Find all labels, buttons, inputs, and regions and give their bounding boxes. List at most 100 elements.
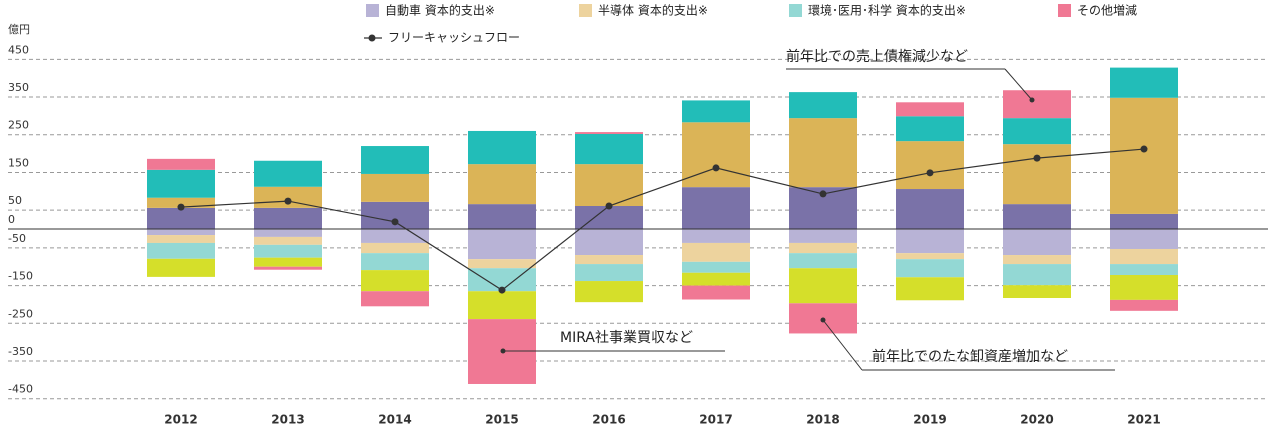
annotation-dot — [820, 317, 826, 323]
legend-swatch — [579, 4, 592, 17]
annotation-leader — [1004, 68, 1033, 101]
bar-segment — [1003, 255, 1071, 265]
bar-segment — [254, 229, 322, 237]
x-tick-label: 2020 — [1020, 413, 1053, 427]
bar-segment — [789, 229, 857, 243]
bar-segment — [575, 133, 643, 165]
bar-segment — [896, 102, 964, 117]
bar-segment — [1003, 118, 1071, 145]
bar-segment — [361, 173, 429, 202]
bar-segment — [147, 229, 215, 236]
bar-segment — [1110, 229, 1178, 249]
legend-label: フリーキャッシュフロー — [388, 31, 520, 45]
bar-segment — [682, 272, 750, 286]
annotation-leader — [822, 319, 863, 371]
bar-segment — [361, 229, 429, 243]
bar-segment — [682, 229, 750, 243]
unit-label: 億円 — [8, 23, 30, 36]
annotation: 前年比での売上債権減少など — [786, 48, 968, 65]
bar-segment — [789, 268, 857, 304]
bar-segment — [896, 141, 964, 190]
bar-segment — [682, 187, 750, 229]
bar-segment — [468, 291, 536, 320]
x-tick-label: 2016 — [592, 413, 625, 427]
bar-segment — [361, 242, 429, 254]
bar-segment — [789, 92, 857, 119]
y-tick-label: 50 — [8, 194, 22, 207]
bar-segment — [1110, 299, 1178, 311]
bar-segment — [147, 258, 215, 277]
y-tick-label: -250 — [8, 307, 33, 320]
annotation: MIRA社事業買収など — [560, 330, 693, 346]
bar-segment — [682, 242, 750, 262]
bar-segment — [468, 229, 536, 260]
bar-segment — [1110, 213, 1178, 229]
y-tick-label: -150 — [8, 270, 33, 283]
bar-segment — [575, 164, 643, 206]
fcf-point — [926, 169, 934, 177]
y-tick-label: 450 — [8, 43, 29, 56]
bar-segment — [361, 291, 429, 307]
legend-label: その他増減 — [1077, 3, 1137, 18]
y-tick-label: -350 — [8, 345, 33, 358]
bar-segment — [575, 229, 643, 256]
y-tick-label: 0 — [8, 213, 15, 226]
bar-segment — [575, 255, 643, 265]
fcf-line — [180, 148, 1145, 291]
bar-segment — [1003, 285, 1071, 299]
bar-segment — [682, 285, 750, 300]
x-tick-label: 2017 — [699, 413, 732, 427]
bar-segment — [468, 164, 536, 205]
fcf-point — [284, 197, 292, 205]
bar-segment — [468, 259, 536, 269]
bar-segment — [789, 118, 857, 188]
bar-segment — [682, 100, 750, 123]
bar-segment — [682, 122, 750, 188]
bar-segment — [254, 257, 322, 267]
y-tick-label: 150 — [8, 156, 29, 169]
bar-segment — [1003, 90, 1071, 119]
bar-segment — [1110, 264, 1178, 276]
annotation-dot — [1029, 97, 1035, 103]
x-tick-label: 2021 — [1127, 413, 1160, 427]
x-tick-label: 2018 — [806, 413, 839, 427]
bar-segment — [254, 266, 322, 270]
bar-segment — [1110, 275, 1178, 300]
bar-segment — [468, 130, 536, 165]
legend-label: 半導体 資本的支出※ — [598, 3, 708, 18]
annotation: 前年比でのたな卸資産増加など — [872, 348, 1068, 365]
bar-segment — [254, 244, 322, 258]
legend-swatch — [366, 4, 379, 17]
bar-segment — [896, 259, 964, 278]
legend-label: 環境･医用･科学 資本的支出※ — [808, 3, 966, 18]
bar-segment — [575, 264, 643, 282]
bar-segment — [1003, 144, 1071, 205]
fcf-point — [177, 203, 185, 211]
bar-segment — [468, 268, 536, 292]
bar-segment — [147, 158, 215, 170]
bar-segment — [147, 235, 215, 243]
y-tick-label: 250 — [8, 119, 29, 132]
bar-segment — [896, 277, 964, 301]
y-tick-label: -450 — [8, 383, 33, 396]
y-tick-label: -50 — [8, 232, 26, 245]
annotation-dot — [500, 348, 506, 354]
bar-segment — [575, 205, 643, 229]
bar-segment — [147, 207, 215, 229]
legend-swatch — [1058, 4, 1071, 17]
bar-segment — [896, 229, 964, 254]
bar-segment — [254, 186, 322, 208]
bar-segment — [468, 204, 536, 229]
fcf-point — [1140, 145, 1148, 153]
bar-segment — [1110, 97, 1178, 214]
bar-segment — [254, 207, 322, 229]
bar-segment — [254, 160, 322, 187]
legend-swatch — [789, 4, 802, 17]
bar-segment — [1110, 248, 1178, 265]
legend-label: 自動車 資本的支出※ — [385, 3, 495, 18]
bar-segment — [147, 242, 215, 259]
fcf-point — [391, 218, 399, 226]
bar-segment — [361, 146, 429, 174]
legend-marker — [368, 34, 376, 42]
bar-segment — [575, 281, 643, 303]
